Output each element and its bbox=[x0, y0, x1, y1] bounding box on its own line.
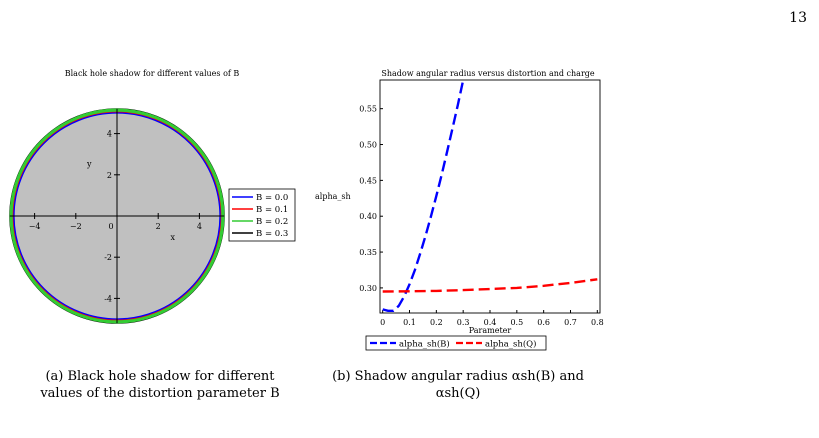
series-line-1 bbox=[382, 278, 598, 293]
x-tick-label-2: 0 bbox=[108, 222, 113, 231]
caption-b-line-2: αsh(Q) bbox=[435, 386, 481, 401]
x-tick-label-1: −2 bbox=[70, 222, 82, 231]
b-x-tick-label-6: 0.6 bbox=[537, 318, 550, 327]
chart-a-title: Black hole shadow for different values o… bbox=[65, 69, 240, 78]
legend-b-label-0: alpha_sh(B) bbox=[399, 339, 450, 350]
b-y-tick-label-5: 0.55 bbox=[359, 105, 377, 114]
y-tick-label-0: 4 bbox=[107, 130, 112, 139]
caption-b: (b) Shadow angular radius αsh(B) and αsh… bbox=[308, 368, 608, 402]
b-x-tick-label-8: 0.8 bbox=[591, 318, 604, 327]
b-y-tick-label-3: 0.45 bbox=[359, 176, 377, 185]
y-tick-label-2: -2 bbox=[104, 253, 112, 262]
b-x-tick-label-5: 0.5 bbox=[510, 318, 523, 327]
b-x-tick-label-3: 0.3 bbox=[457, 318, 470, 327]
caption-a-line-1: (a) Black hole shadow for different bbox=[45, 369, 275, 384]
x-axis-label: x bbox=[171, 233, 176, 242]
caption-a-line-2: values of the distortion parameter B bbox=[40, 386, 280, 401]
caption-b-line-1: (b) Shadow angular radius αsh(B) and bbox=[332, 369, 584, 384]
angular-radius-chart: Shadow angular radius versus distortion … bbox=[315, 69, 604, 351]
b-y-axis-label: alpha_sh bbox=[315, 192, 351, 201]
legend-a-label-3: B = 0.3 bbox=[256, 229, 288, 239]
b-x-tick-label-2: 0.2 bbox=[430, 318, 443, 327]
legend-a-label-2: B = 0.2 bbox=[256, 217, 288, 227]
b-x-axis-label: Parameter bbox=[469, 326, 512, 335]
b-x-tick-label-0: 0 bbox=[380, 318, 385, 327]
page-number: 13 bbox=[789, 10, 807, 26]
b-x-tick-label-7: 0.7 bbox=[564, 318, 577, 327]
x-tick-label-3: 2 bbox=[156, 222, 161, 231]
caption-a: (a) Black hole shadow for different valu… bbox=[10, 368, 310, 402]
x-tick-label-4: 4 bbox=[197, 222, 202, 231]
b-y-tick-label-2: 0.40 bbox=[359, 212, 377, 221]
y-tick-label-1: 2 bbox=[107, 171, 112, 180]
x-tick-label-0: −4 bbox=[29, 222, 41, 231]
figure-a: Black hole shadow for different values o… bbox=[0, 60, 300, 335]
b-x-tick-label-1: 0.1 bbox=[403, 318, 416, 327]
b-y-tick-label-1: 0.35 bbox=[359, 248, 377, 257]
legend-b-label-1: alpha_sh(Q) bbox=[485, 339, 536, 350]
series-line-0 bbox=[382, 80, 465, 313]
shadow-circle-chart: Black hole shadow for different values o… bbox=[9, 69, 296, 324]
legend-a-label-1: B = 0.1 bbox=[256, 205, 288, 215]
chart-b-title: Shadow angular radius versus distortion … bbox=[381, 69, 595, 78]
figure-b: Shadow angular radius versus distortion … bbox=[300, 60, 620, 360]
b-x-tick-label-4: 0.4 bbox=[484, 318, 497, 327]
y-tick-label-3: -4 bbox=[104, 294, 112, 303]
b-y-tick-label-0: 0.30 bbox=[359, 284, 377, 293]
y-axis-label: y bbox=[86, 160, 92, 169]
legend-a-label-0: B = 0.0 bbox=[256, 193, 288, 203]
b-y-tick-label-4: 0.50 bbox=[359, 141, 377, 150]
